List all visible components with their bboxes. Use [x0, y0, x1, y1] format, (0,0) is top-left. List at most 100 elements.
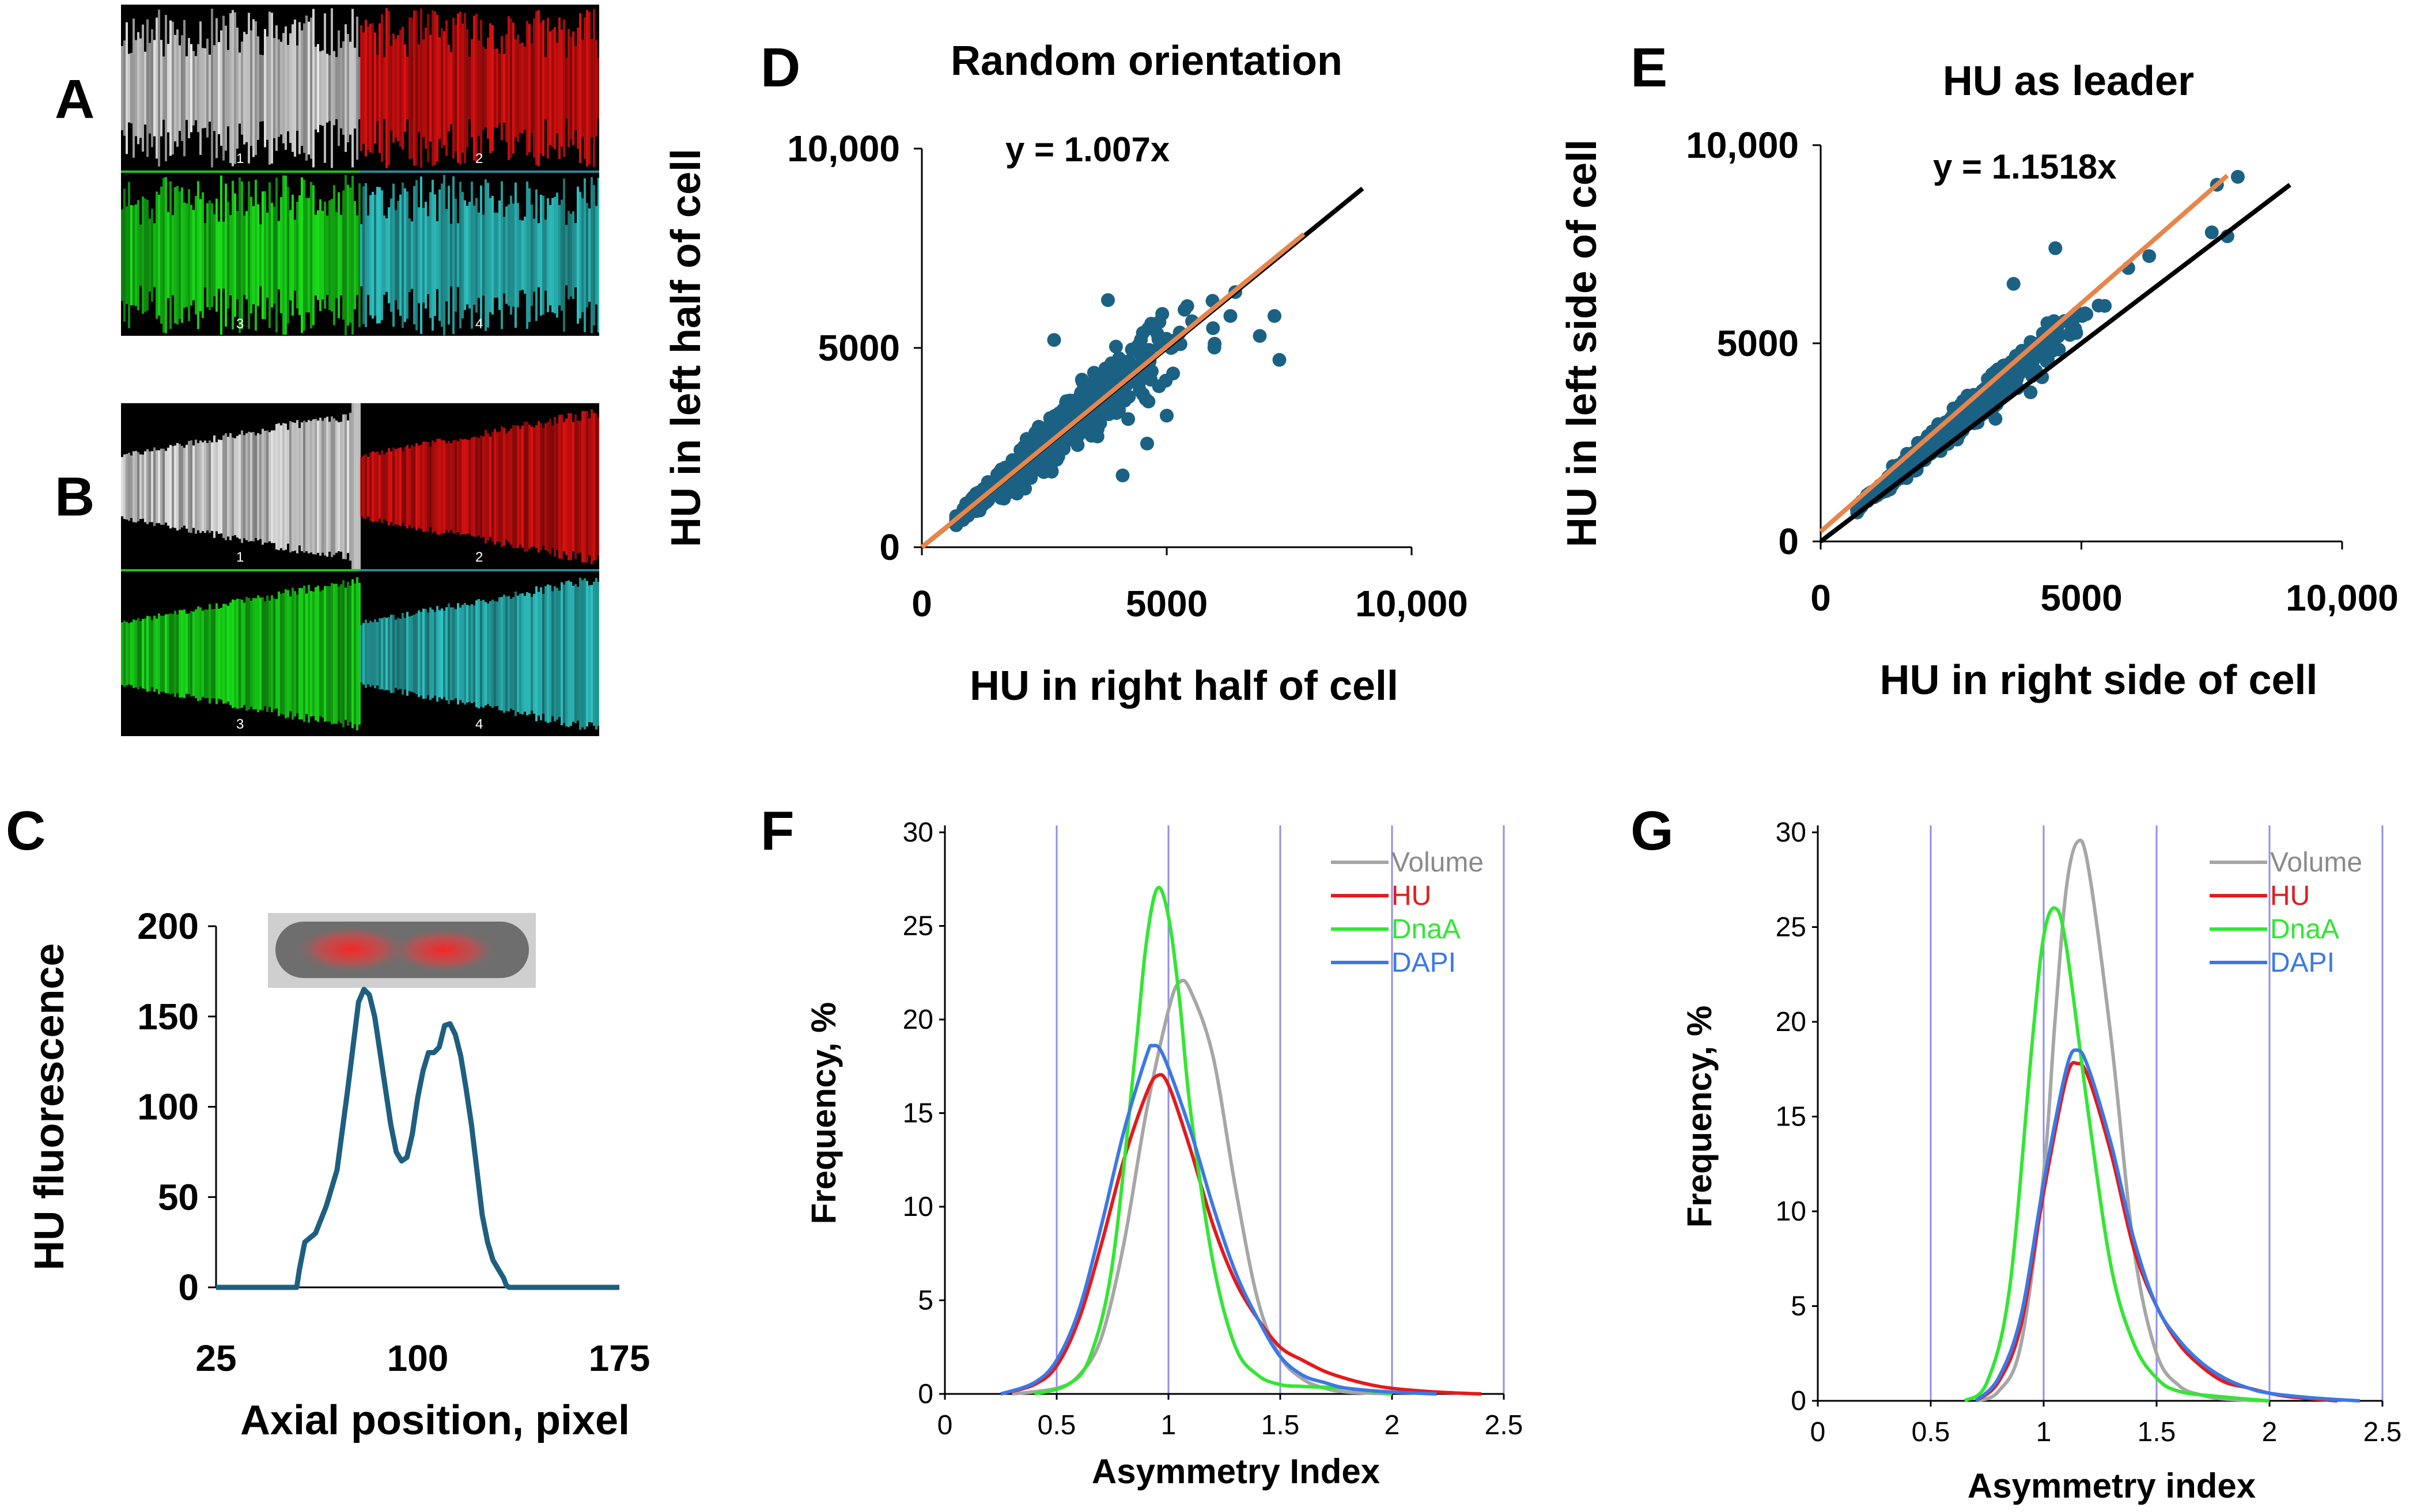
montage-stripe [317, 420, 319, 553]
montage-stripe [466, 605, 468, 703]
scatter-point [1223, 309, 1238, 323]
fit-equation: y = 1.1518x [1933, 147, 2117, 186]
y-tick-label: 50 [158, 1176, 199, 1218]
montage-stripe [489, 23, 491, 153]
montage-stripe [188, 37, 190, 139]
montage-stripe [211, 203, 213, 308]
legend-label-dnaa: DnaA [2270, 914, 2339, 945]
nucleoid-left [294, 925, 409, 973]
scatter-point [1268, 309, 1281, 323]
montage-stripe [457, 441, 459, 532]
montage-stripe [489, 436, 491, 537]
montage-stripe [473, 205, 475, 305]
montage-stripe [395, 210, 397, 301]
montage-stripe [234, 600, 236, 708]
montage-stripe [547, 17, 549, 159]
montage-stripe [432, 180, 434, 331]
montage-stripe [222, 604, 225, 704]
x-tick-label: 2 [2262, 1417, 2278, 1447]
montage-stripe [206, 443, 209, 530]
montage-stripe [204, 223, 206, 287]
scatter-point [1088, 415, 1103, 429]
montage-stripe [436, 221, 438, 289]
scatter-point [2231, 170, 2245, 184]
montage-stripe [315, 587, 317, 721]
montage-stripe [544, 586, 547, 722]
montage-stripe [264, 191, 266, 320]
montage-stripe [186, 203, 188, 307]
montage-stripe [565, 418, 568, 555]
montage-stripe [568, 413, 570, 560]
montage-stripe [234, 438, 236, 536]
scatter-point [1141, 395, 1156, 409]
montage-stripe [351, 579, 354, 729]
montage-stripe [540, 423, 542, 551]
scatter-point [1043, 411, 1057, 425]
montage-stripe [183, 448, 186, 526]
montage-stripe [563, 584, 565, 723]
montage-stripe [588, 418, 591, 556]
montage-stripe [209, 440, 211, 533]
montage-stripe [176, 614, 179, 694]
montage-stripe [338, 30, 340, 146]
montage-stripe [572, 422, 574, 552]
montage-stripe [551, 29, 554, 147]
y-tick-label: 15 [903, 1098, 933, 1129]
montage-stripe [215, 442, 218, 532]
montage-stripe [287, 590, 289, 718]
montage-stripe [213, 609, 215, 699]
montage-stripe [468, 56, 471, 120]
montage-stripe [301, 177, 303, 334]
montage-stripe [563, 19, 565, 157]
montage-stripe [292, 588, 294, 720]
montage-stripe [584, 178, 586, 332]
montage-stripe [434, 12, 436, 165]
montage-stripe [241, 181, 243, 329]
montage-stripe [418, 207, 420, 304]
montage-stripe [408, 616, 411, 691]
montage-stripe [312, 591, 315, 717]
montage-stripe [324, 13, 326, 163]
montage-stripe [179, 609, 181, 698]
montage-stripe [172, 446, 174, 528]
scatter-point [2003, 378, 2018, 392]
montage-stripe [167, 44, 169, 132]
montage-stripe [383, 215, 385, 295]
montage-stripe [222, 435, 225, 539]
x-axis-title: HU in right side of cell [1879, 657, 2317, 703]
y-tick-label: 30 [1776, 817, 1806, 848]
montage-stripe [241, 600, 243, 708]
montage-stripe [296, 594, 298, 713]
montage-stripe [360, 457, 362, 517]
montage-stripe [126, 622, 128, 686]
montage-stripe [229, 13, 232, 164]
montage-stripe [321, 590, 324, 718]
montage-stripe [554, 26, 556, 150]
montage-stripe [390, 451, 392, 522]
montage-stripe [501, 36, 503, 141]
montage-stripe [257, 433, 259, 540]
montage-stripe [358, 56, 361, 120]
montage-stripe [365, 619, 367, 688]
montage-stripe [471, 181, 473, 329]
montage-stripe [287, 430, 289, 544]
y-tick-label: 25 [1776, 912, 1806, 943]
montage-stripe [427, 442, 429, 532]
montage-stripe [524, 422, 526, 552]
montage-stripe [452, 176, 455, 334]
montage-stripe [383, 454, 385, 520]
montage-stripe [349, 187, 351, 323]
montage-stripe [278, 423, 280, 551]
montage-stripe [335, 420, 338, 553]
montage-stripe [420, 176, 422, 334]
montage-stripe [508, 16, 510, 160]
montage-stripe [289, 210, 292, 301]
montage-stripe [356, 215, 358, 295]
montage-stripe [153, 40, 156, 137]
x-tick-label: 1.5 [1261, 1410, 1300, 1441]
montage-stripe [448, 603, 450, 704]
montage-stripe [239, 52, 241, 124]
montage-stripe [376, 452, 379, 522]
montage-stripe [174, 35, 176, 142]
montage-stripe [215, 198, 218, 312]
